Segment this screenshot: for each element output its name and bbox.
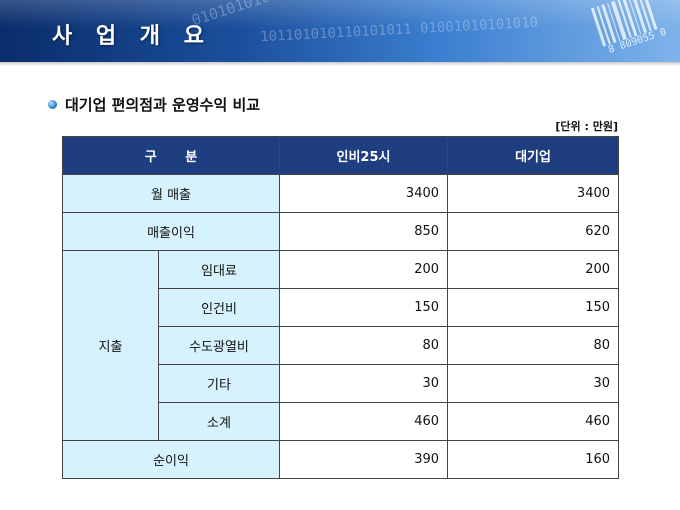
cell-major-value: 200 [447,250,620,289]
table-row: 소계 460 460 [63,402,620,441]
cell-inbi-value: 80 [279,326,449,365]
cell-inbi-value: 150 [279,288,449,327]
banner-gloss [0,0,680,28]
row-label: 매출이익 [61,212,281,251]
section-subtitle: 대기업 편의점과 운영수익 비교 [65,96,261,114]
cell-major-value: 30 [447,364,620,403]
table-row: 순이익 390 160 [61,440,620,479]
cell-major-value: 460 [447,402,620,441]
table-row: 인건비 150 150 [63,288,620,327]
row-label: 순이익 [61,440,281,479]
cell-inbi-value: 3400 [279,174,449,213]
table-row: 지출 임대료 200 200 [62,250,620,441]
row-label: 임대료 [157,250,281,289]
expense-group-label: 지출 [62,250,159,441]
table-row: 매출이익 850 620 [61,212,620,251]
cell-major-value: 150 [447,288,620,327]
table-row: 수도광열비 80 80 [63,326,620,365]
cell-inbi-value: 30 [279,364,449,403]
title-banner: 0101010101 101101010110101011 0100101010… [0,0,680,62]
header-major: 대기업 [447,136,620,175]
table-header-row: 구 분 인비25시 대기업 [61,136,620,175]
cell-major-value: 3400 [447,174,620,213]
cell-inbi-value: 460 [279,402,449,441]
bullet-icon [48,100,57,109]
section-heading: 대기업 편의점과 운영수익 비교 [48,94,260,115]
cell-major-value: 160 [447,440,620,479]
row-label: 인건비 [157,288,281,327]
table-row: 월 매출 3400 3400 [61,174,620,213]
header-category: 구 분 [61,136,281,175]
banner-shadow [0,62,680,66]
header-inbi25: 인비25시 [279,136,449,175]
table-row: 기타 30 30 [63,364,620,403]
row-label: 월 매출 [61,174,281,213]
unit-label: [단위 : 만원] [555,120,618,133]
cell-inbi-value: 200 [279,250,449,289]
row-label: 수도광열비 [157,326,281,365]
cell-major-value: 620 [447,212,620,251]
cell-major-value: 80 [447,326,620,365]
cell-inbi-value: 390 [279,440,449,479]
page-title: 사 업 개 요 [52,24,212,49]
row-label: 소계 [157,402,281,441]
comparison-table: 구 분 인비25시 대기업 월 매출 3400 3400 매출이익 850 62… [61,136,620,479]
row-label: 기타 [157,364,281,403]
cell-inbi-value: 850 [279,212,449,251]
